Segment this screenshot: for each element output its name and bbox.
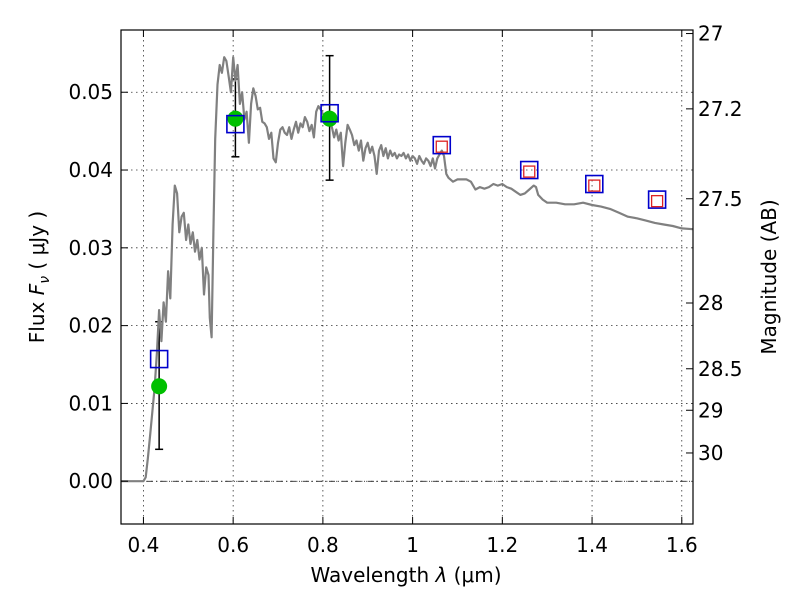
right-tick-label: 28 bbox=[698, 291, 723, 315]
blue-square-point bbox=[432, 135, 452, 155]
right-tick-label: 27.5 bbox=[698, 187, 743, 211]
x-tick-label: 1.4 bbox=[576, 533, 608, 557]
red-square-point bbox=[588, 179, 601, 192]
red-square-point bbox=[435, 140, 448, 153]
blue-square-point bbox=[320, 103, 339, 123]
plot-frame bbox=[120, 29, 694, 525]
x-tick-label: 1.2 bbox=[486, 533, 518, 557]
blue-square-point bbox=[226, 114, 245, 134]
y-axis-ticks: 0.00 0.01 0.02 0.03 0.04 0.05 bbox=[68, 80, 128, 493]
x-tick-label: 0.4 bbox=[128, 533, 160, 557]
right-axis-ticks: 27 27.2 27.5 28 28.5 29 30 bbox=[686, 22, 743, 465]
x-tick-label: 1 bbox=[406, 533, 419, 557]
blue-square-point bbox=[585, 174, 604, 194]
y-tick-label: 0.02 bbox=[68, 314, 113, 338]
right-axis-label: Magnitude (AB) bbox=[757, 199, 781, 354]
green-circle-markers bbox=[151, 110, 338, 395]
blue-square-point bbox=[519, 160, 539, 180]
x-axis-ticks: 0.4 0.6 0.8 1 1.2 1.4 1.6 bbox=[128, 30, 698, 557]
x-tick-label: 0.8 bbox=[307, 533, 339, 557]
y-tick-label: 0.05 bbox=[68, 80, 113, 104]
grid-lines bbox=[121, 30, 693, 524]
x-tick-label: 1.6 bbox=[666, 533, 698, 557]
y-tick-label: 0.00 bbox=[68, 469, 113, 493]
model-spectrum-line bbox=[121, 56, 694, 483]
y-tick-label: 0.04 bbox=[68, 158, 113, 182]
blue-square-markers bbox=[149, 103, 667, 369]
right-tick-label: 29 bbox=[698, 398, 723, 422]
red-square-point bbox=[650, 194, 664, 208]
y-tick-label: 0.03 bbox=[68, 236, 113, 260]
blue-square-point bbox=[647, 190, 667, 209]
red-square-point bbox=[523, 165, 536, 178]
right-tick-label: 30 bbox=[698, 441, 723, 465]
observed-point bbox=[151, 378, 168, 395]
right-tick-label: 28.5 bbox=[698, 357, 743, 381]
blue-square-point bbox=[149, 349, 169, 369]
right-tick-label: 27 bbox=[698, 22, 723, 46]
observed-point bbox=[321, 110, 338, 127]
red-square-markers bbox=[435, 140, 664, 208]
x-tick-label: 0.6 bbox=[217, 533, 249, 557]
right-tick-label: 27.2 bbox=[698, 97, 743, 121]
x-axis-label: Wavelength λ (μm) bbox=[310, 563, 501, 587]
observed-point bbox=[227, 110, 244, 127]
y-tick-label: 0.01 bbox=[68, 391, 113, 415]
y-axis-label: Flux Fν ( μJy ) bbox=[25, 211, 53, 343]
